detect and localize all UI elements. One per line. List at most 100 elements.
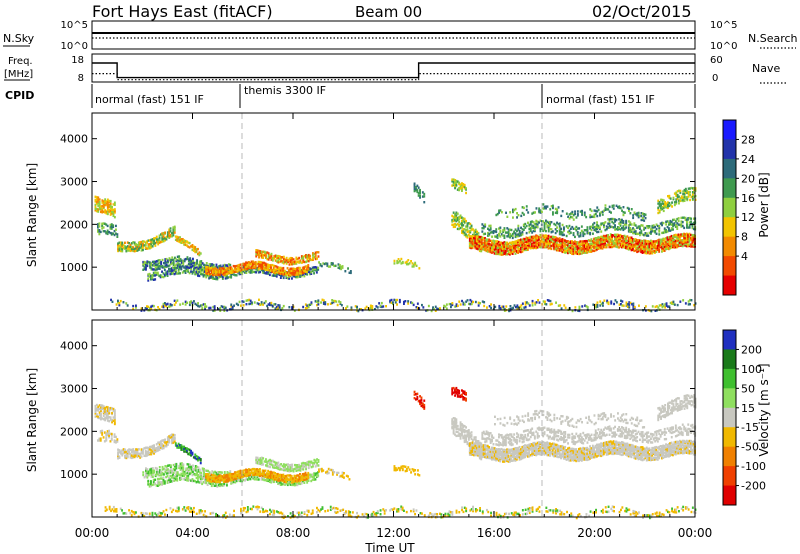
data-cell (629, 244, 632, 248)
data-cell (215, 275, 217, 278)
data-cell (672, 218, 674, 222)
data-cell (558, 247, 561, 251)
data-cell (470, 224, 473, 227)
data-cell (272, 471, 275, 474)
data-cell (124, 454, 126, 458)
data-cell (681, 243, 684, 246)
data-cell (212, 474, 214, 477)
data-cell (109, 408, 112, 411)
data-cell (529, 240, 532, 243)
data-cell (228, 270, 231, 273)
data-cell (454, 225, 456, 228)
data-cell (412, 263, 415, 266)
data-cell (461, 231, 463, 234)
data-cell (124, 451, 126, 454)
data-cell (488, 232, 491, 236)
data-cell (292, 275, 295, 278)
data-cell (144, 449, 147, 452)
data-cell (100, 409, 102, 412)
data-cell (259, 263, 261, 266)
data-cell (651, 240, 654, 243)
data-cell (150, 471, 153, 474)
data-cell (678, 202, 680, 205)
data-cell (289, 260, 292, 264)
data-cell (569, 241, 572, 245)
data-cell (664, 205, 667, 209)
data-cell (133, 452, 136, 455)
data-cell (498, 232, 500, 236)
data-cell (113, 421, 116, 424)
data-cell (651, 224, 654, 228)
data-cell (452, 180, 455, 184)
data-cell (527, 221, 529, 224)
data-cell (105, 438, 108, 441)
data-cell (209, 475, 212, 479)
data-cell (106, 208, 109, 211)
data-cell (347, 267, 349, 270)
data-cell (496, 212, 499, 216)
data-cell (156, 473, 158, 476)
data-cell (121, 454, 124, 457)
data-cell (596, 305, 599, 308)
data-cell (264, 272, 267, 275)
data-cell (255, 268, 257, 271)
data-cell (94, 404, 97, 408)
data-cell (492, 242, 495, 245)
data-cell (288, 275, 291, 278)
data-cell (643, 226, 645, 230)
data-cell (451, 214, 454, 218)
data-cell (190, 266, 192, 269)
data-cell (500, 249, 503, 252)
data-cell (99, 230, 102, 234)
data-cell (640, 218, 643, 222)
data-cell (622, 213, 625, 217)
data-cell (181, 271, 184, 274)
data-cell (103, 440, 106, 443)
data-cell (262, 271, 264, 274)
data-cell (590, 250, 593, 253)
data-cell (172, 433, 175, 437)
data-cell (398, 298, 401, 302)
data-cell (489, 246, 492, 249)
data-cell (118, 304, 121, 307)
data-cell (643, 249, 645, 252)
data-cell (191, 244, 194, 247)
data-cell (299, 269, 301, 272)
data-cell (179, 236, 181, 239)
data-cell (452, 178, 455, 181)
data-cell (551, 239, 554, 242)
data-cell (590, 225, 593, 228)
data-cell (652, 242, 655, 245)
data-cell (198, 305, 201, 308)
data-cell (183, 270, 186, 273)
data-cell (608, 240, 611, 243)
data-cell (551, 244, 554, 247)
data-cell (229, 270, 232, 273)
data-cell (528, 244, 531, 247)
data-cell (147, 453, 150, 456)
data-cell (215, 277, 217, 281)
data-cell (686, 191, 689, 195)
data-cell (194, 465, 197, 468)
data-cell (154, 448, 157, 452)
data-cell (95, 198, 98, 201)
data-cell (98, 202, 101, 206)
data-cell (620, 299, 622, 302)
data-cell (503, 249, 506, 252)
data-cell (192, 470, 194, 473)
data-cell (117, 242, 119, 245)
data-cell (576, 241, 579, 244)
data-cell (499, 226, 502, 229)
data-cell (296, 483, 299, 487)
data-cell (452, 225, 455, 229)
data-cell (108, 407, 111, 410)
data-cell (212, 273, 214, 277)
data-cell (390, 298, 393, 302)
data-cell (599, 300, 602, 303)
data-cell (104, 416, 107, 420)
data-cell (522, 223, 525, 226)
data-cell (198, 266, 201, 269)
data-cell (298, 260, 301, 263)
data-cell (516, 307, 519, 311)
data-cell (586, 241, 589, 244)
